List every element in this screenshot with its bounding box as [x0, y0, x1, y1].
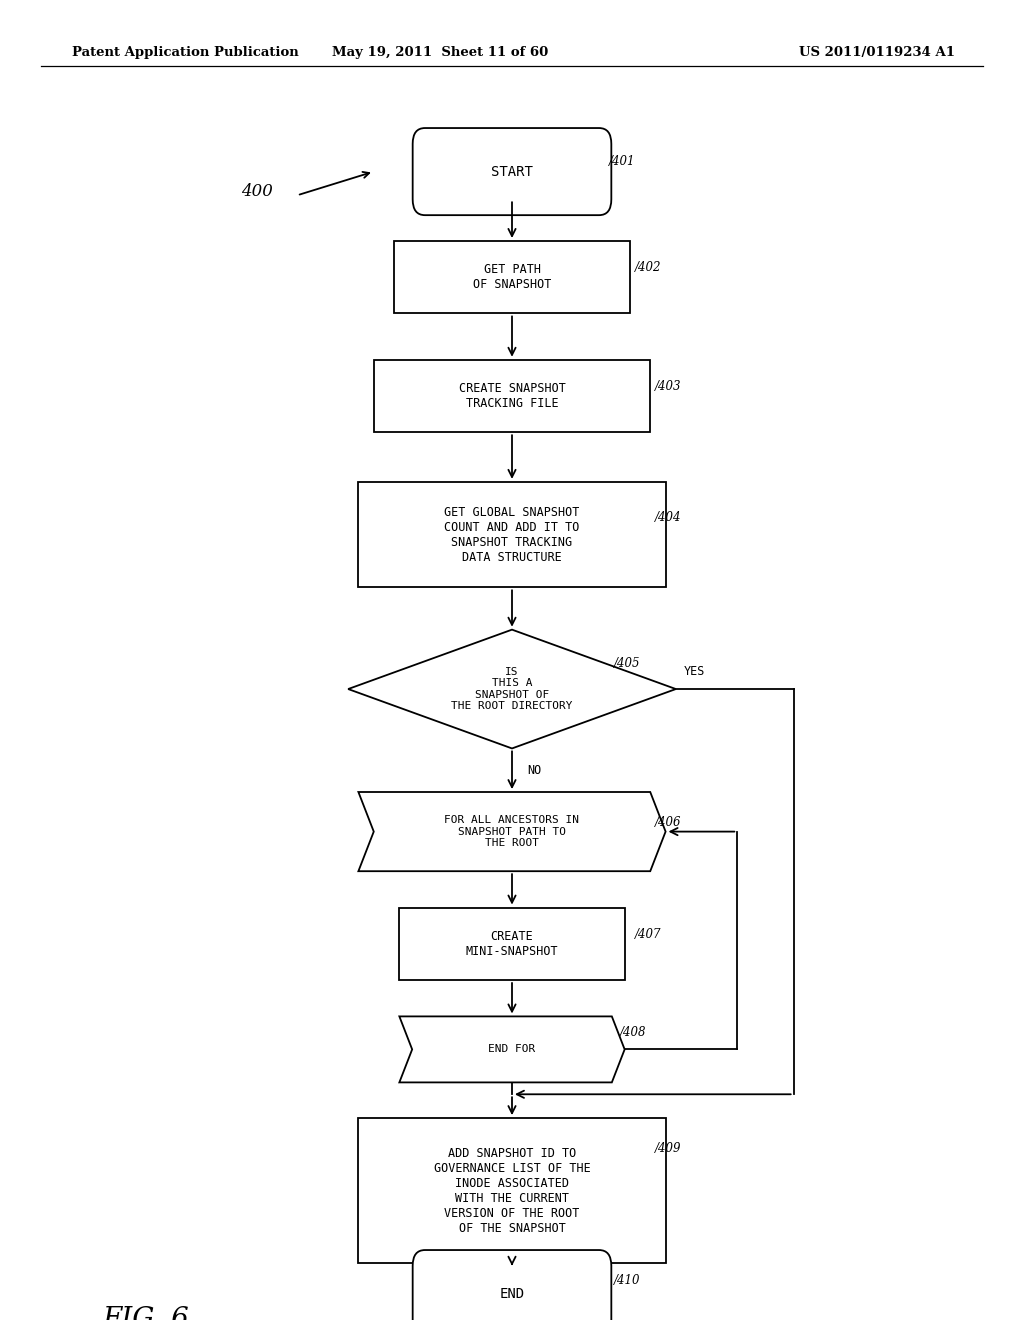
Polygon shape — [348, 630, 676, 748]
Polygon shape — [358, 792, 666, 871]
Text: May 19, 2011  Sheet 11 of 60: May 19, 2011 Sheet 11 of 60 — [332, 46, 549, 59]
Bar — [399, 908, 625, 979]
Text: Patent Application Publication: Patent Application Publication — [72, 46, 298, 59]
Text: /402: /402 — [635, 261, 662, 275]
Text: GET GLOBAL SNAPSHOT
COUNT AND ADD IT TO
SNAPSHOT TRACKING
DATA STRUCTURE: GET GLOBAL SNAPSHOT COUNT AND ADD IT TO … — [444, 506, 580, 564]
Text: US 2011/0119234 A1: US 2011/0119234 A1 — [799, 46, 954, 59]
FancyBboxPatch shape — [413, 128, 611, 215]
Text: GET PATH
OF SNAPSHOT: GET PATH OF SNAPSHOT — [473, 263, 551, 292]
Bar — [394, 240, 630, 313]
Text: FOR ALL ANCESTORS IN
SNAPSHOT PATH TO
THE ROOT: FOR ALL ANCESTORS IN SNAPSHOT PATH TO TH… — [444, 814, 580, 849]
Text: CREATE
MINI-SNAPSHOT: CREATE MINI-SNAPSHOT — [466, 929, 558, 958]
Bar — [358, 482, 666, 587]
Text: /404: /404 — [655, 511, 682, 524]
Text: END: END — [500, 1287, 524, 1300]
Text: END FOR: END FOR — [488, 1044, 536, 1055]
FancyBboxPatch shape — [413, 1250, 611, 1320]
Text: ADD SNAPSHOT ID TO
GOVERNANCE LIST OF THE
INODE ASSOCIATED
WITH THE CURRENT
VERS: ADD SNAPSHOT ID TO GOVERNANCE LIST OF TH… — [433, 1147, 591, 1234]
Text: /408: /408 — [620, 1026, 646, 1039]
Bar — [374, 360, 650, 433]
Text: NO: NO — [527, 764, 542, 776]
Text: /410: /410 — [614, 1274, 641, 1287]
Text: START: START — [492, 165, 532, 178]
Text: /401: /401 — [609, 154, 636, 168]
Text: FIG. 6: FIG. 6 — [102, 1307, 189, 1320]
Text: /403: /403 — [655, 380, 682, 393]
Text: 400: 400 — [241, 183, 272, 199]
Text: /406: /406 — [655, 816, 682, 829]
Text: IS
THIS A
SNAPSHOT OF
THE ROOT DIRECTORY: IS THIS A SNAPSHOT OF THE ROOT DIRECTORY — [452, 667, 572, 711]
Text: CREATE SNAPSHOT
TRACKING FILE: CREATE SNAPSHOT TRACKING FILE — [459, 381, 565, 411]
Bar — [358, 1118, 666, 1263]
Text: YES: YES — [684, 665, 706, 678]
Text: /407: /407 — [635, 928, 662, 941]
Text: /409: /409 — [655, 1142, 682, 1155]
Text: /405: /405 — [614, 657, 641, 671]
Polygon shape — [399, 1016, 625, 1082]
